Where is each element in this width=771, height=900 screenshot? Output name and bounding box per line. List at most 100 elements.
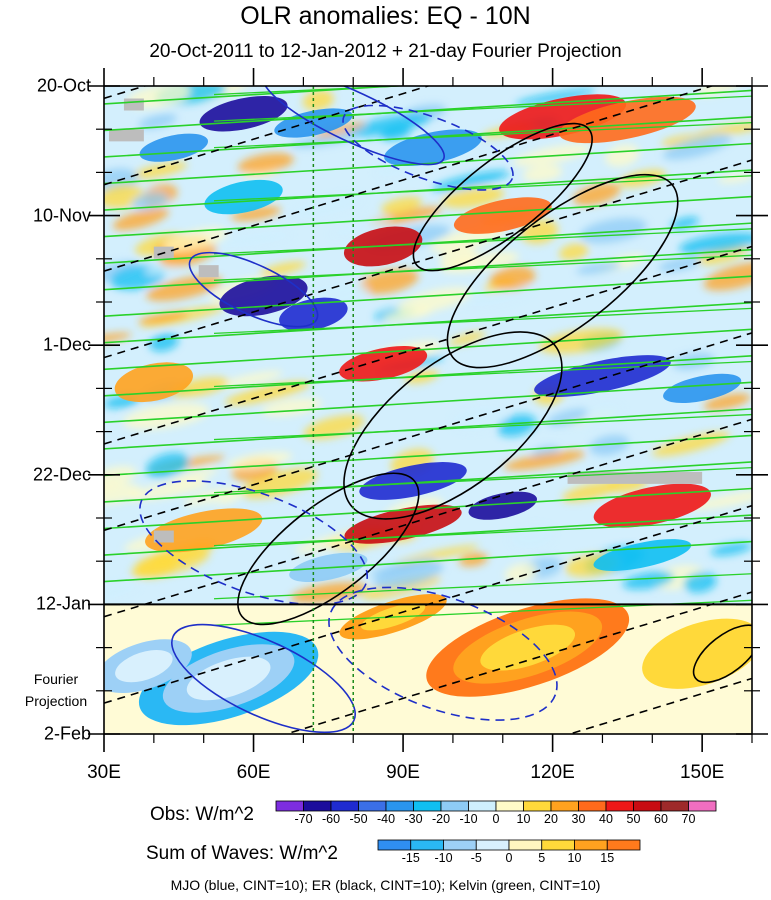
texture-patch [576, 261, 622, 275]
missing-data-box [108, 129, 144, 142]
texture-patch [127, 478, 210, 501]
kelvin-contour [213, 413, 752, 441]
kelvin-contour [104, 37, 752, 77]
kelvin-contour [104, 275, 752, 317]
er-contour [104, 245, 752, 445]
chart-title: OLR anomalies: EQ - 10N [240, 2, 531, 30]
er-contour [237, 472, 420, 626]
y-tick-label: 10-Nov [32, 205, 91, 226]
obs-anomaly-cell [593, 483, 711, 528]
kelvin-contour [213, 573, 752, 600]
obs-anomaly-cell [139, 133, 209, 162]
kelvin-contour [214, 43, 752, 68]
missing-data-box [198, 265, 219, 278]
waves-colorbar-swatch [606, 839, 641, 851]
waves-colorbar-tick-label: -10 [434, 851, 453, 865]
waves-colorbar-tick-label: 15 [600, 851, 615, 865]
texture-patch [672, 352, 715, 370]
x-tick-label: 90E [386, 762, 420, 783]
obs-anomaly-cell [145, 508, 263, 553]
obs-colorbar-swatch [688, 800, 717, 812]
obs-colorbar-swatch [275, 800, 304, 812]
kelvin-contour [104, 355, 752, 397]
kelvin-contour [213, 307, 752, 335]
obs-colorbar-tick-label: 40 [599, 812, 613, 826]
obs-colorbar-swatch [495, 800, 524, 812]
waves-colorbar-swatch [377, 839, 412, 851]
texture-patch [573, 183, 621, 206]
kelvin-contour [104, 0, 752, 24]
texture-patch [703, 393, 751, 411]
obs-colorbar-swatch [523, 800, 552, 812]
obs-anomaly-cell [499, 94, 627, 140]
texture-patch [710, 542, 752, 556]
kelvin-contour [104, 195, 752, 238]
er-contour [104, 86, 715, 272]
obs-anomaly-cell [663, 373, 742, 404]
texture-patch [346, 113, 432, 137]
kelvin-contour [104, 142, 752, 185]
texture-patch [231, 206, 281, 221]
texture-patch [104, 582, 138, 604]
texture-patch [215, 232, 291, 247]
x-tick-label: 60E [236, 762, 271, 783]
wave-legend-note: MJO (blue, CINT=10); ER (black, CINT=10)… [170, 877, 601, 893]
kelvin-contour [213, 95, 752, 122]
projection-label: Fourier Projection [24, 671, 88, 709]
obs-anomaly-cell [559, 96, 696, 144]
x-tick-label: 120E [530, 762, 575, 783]
texture-patch [589, 434, 630, 456]
obs-colorbar-swatch [330, 800, 359, 812]
kelvin-contour [213, 121, 752, 149]
texture-patch [622, 571, 675, 590]
er-contour [104, 159, 752, 359]
obs-colorbar-swatch [413, 800, 442, 812]
obs-colorbar-tick-label: -60 [321, 812, 341, 826]
wave-sum-cell [115, 649, 173, 683]
kelvin-contour [104, 116, 752, 158]
waves-colorbar-tick-label: 5 [538, 851, 546, 865]
obs-colorbar-label: Obs: W/m^2 [150, 804, 254, 825]
er-contour [567, 677, 752, 734]
texture-patch [123, 402, 209, 430]
obs-colorbar-swatch [440, 800, 469, 812]
waves-colorbar-swatch [574, 839, 608, 851]
texture-patch [170, 468, 219, 484]
kelvin-contour [213, 175, 752, 202]
kelvin-contour [213, 254, 752, 281]
y-tick-label: 2-Feb [43, 723, 91, 744]
er-contour [104, 86, 148, 100]
texture-patch [224, 381, 311, 406]
texture-patch [679, 232, 752, 255]
obs-anomaly-cell [468, 491, 537, 520]
kelvin-contour [104, 11, 752, 51]
texture-patch [373, 560, 444, 590]
kelvin-contour [104, 89, 752, 132]
er-contour [104, 418, 752, 618]
obs-colorbar-swatch [550, 800, 579, 812]
kelvin-contour [104, 487, 752, 530]
obs-colorbar-tick-label: -40 [376, 812, 396, 826]
y-tick-label: 22-Dec [32, 464, 91, 485]
texture-patch [658, 257, 701, 272]
chart-subtitle: 20-Oct-2011 to 12-Jan-2012 + 21-day Four… [149, 41, 622, 62]
mjo-contour [261, 86, 445, 166]
texture-patch [104, 261, 139, 284]
mjo-contour [188, 251, 319, 328]
waves-colorbar-label: Sum of Waves: W/m^2 [146, 843, 338, 864]
obs-colorbar-tick-label: 60 [654, 812, 668, 826]
waves-colorbar-tick-label: -15 [401, 851, 420, 865]
texture-patch [381, 196, 422, 214]
obs-colorbar-tick-label: -10 [459, 812, 478, 826]
obs-anomaly-cell [204, 179, 283, 215]
obs-colorbar-swatch [633, 800, 662, 812]
texture-patch [112, 208, 169, 231]
texture-patch [157, 500, 224, 518]
obs-colorbar-swatch [303, 800, 332, 812]
texture-patch [146, 275, 223, 302]
kelvin-contour [104, 169, 752, 211]
kelvin-contour [104, 301, 752, 344]
texture-patch [104, 466, 137, 491]
obs-colorbar-tick-label: -20 [431, 812, 451, 826]
kelvin-contour [104, 461, 752, 503]
